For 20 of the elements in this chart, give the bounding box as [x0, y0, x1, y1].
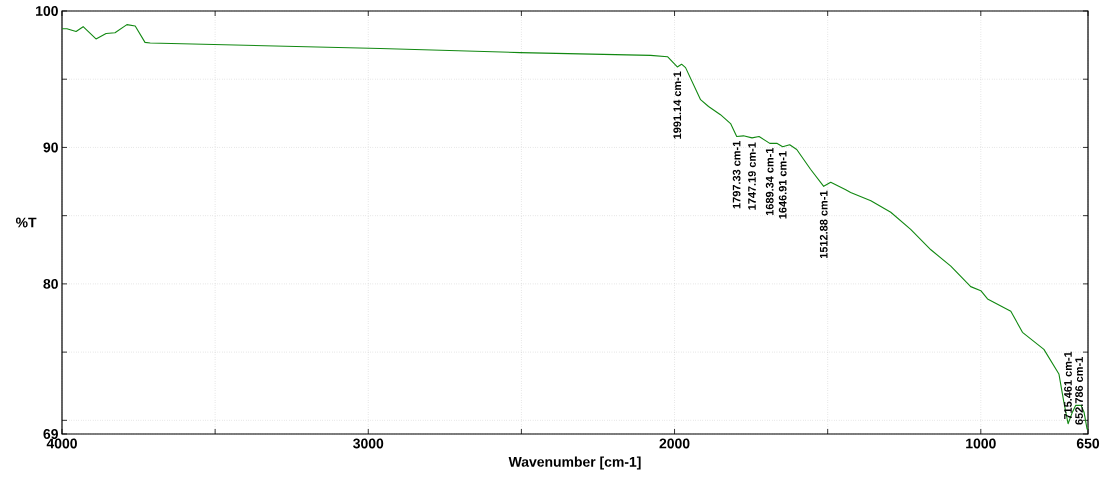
annotation: 1747.19 cm-1: [748, 142, 756, 210]
annotation: 1797.33 cm-1: [732, 141, 741, 209]
y-tick-label: 100: [36, 6, 58, 16]
annotation: 652.786 cm-1: [1075, 357, 1083, 425]
annotation: 715.461 cm-1: [1064, 351, 1072, 420]
x-tick-label: 3000: [353, 438, 384, 449]
x-tick-label: 4000: [46, 438, 77, 449]
line-series: [62, 24, 1089, 430]
annotation: 1512.88 cm-1: [819, 190, 828, 259]
annotation: 1689.34 cm-1: [765, 147, 774, 216]
x-tick-label: 1000: [966, 438, 996, 449]
y-tick-label: 69: [43, 429, 58, 439]
y-axis-title: %T: [15, 217, 37, 228]
x-tick-label: 650: [1076, 438, 1100, 449]
x-tick-label: 2000: [659, 438, 690, 449]
annotation: 1646.91 cm-1: [778, 151, 787, 219]
y-tick-label: 80: [43, 278, 58, 289]
annotation: 1991.14 cm-1: [673, 71, 682, 139]
x-axis-title: Wavenumber [cm-1]: [508, 456, 641, 470]
y-tick-label: 90: [43, 142, 58, 153]
